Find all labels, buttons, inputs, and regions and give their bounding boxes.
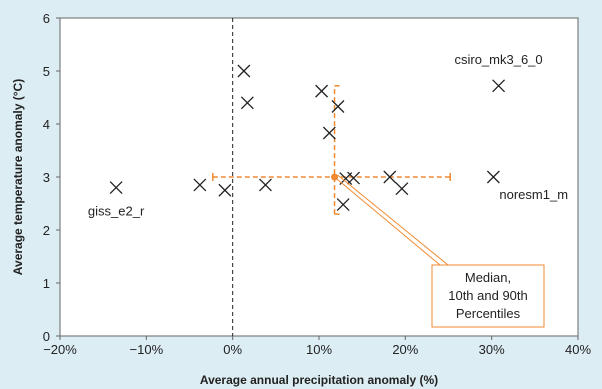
marker-stroke <box>331 100 345 113</box>
annotation-leader-line <box>337 174 449 266</box>
marker-stroke <box>315 84 329 98</box>
y-tick-label: 4 <box>43 117 50 132</box>
data-point-label: noresm1_m <box>499 187 568 202</box>
y-tick-label: 2 <box>43 223 50 238</box>
annotation-line-1: Median, <box>465 270 511 285</box>
marker-stroke <box>486 170 500 184</box>
annotation-line-3: Percentiles <box>456 306 521 321</box>
x-tick-label: 30% <box>479 342 505 357</box>
data-point-marker <box>486 170 500 184</box>
data-points <box>109 64 506 212</box>
marker-stroke <box>240 96 254 110</box>
y-tick-label: 6 <box>43 11 50 26</box>
data-point-marker <box>259 178 272 192</box>
data-point-marker <box>395 182 409 196</box>
x-tick-label: 20% <box>392 342 418 357</box>
data-point-marker <box>218 183 232 197</box>
annotation-box <box>431 264 545 328</box>
data-point-label: csiro_mk3_6_0 <box>454 52 542 67</box>
y-tick-label: 3 <box>43 170 50 185</box>
data-point-marker <box>492 79 506 93</box>
x-tick-label: 10% <box>306 342 332 357</box>
annotation-leader-line <box>334 176 441 266</box>
y-tick-label: 5 <box>43 64 50 79</box>
y-tick-label: 1 <box>43 276 50 291</box>
data-point-marker <box>193 178 207 192</box>
data-point-marker <box>336 198 350 212</box>
data-point-label: giss_e2_r <box>88 204 145 219</box>
data-point-marker <box>322 126 336 140</box>
annotation-line-2: 10th and 90th <box>448 288 528 303</box>
x-tick-label: 40% <box>565 342 591 357</box>
x-axis-title: Average annual precipitation anomaly (%) <box>200 373 438 387</box>
marker-stroke <box>322 126 336 140</box>
y-axis-title: Average temperature anomaly (°C) <box>11 79 25 275</box>
data-point-marker <box>240 96 254 110</box>
median-annotation: Median, 10th and 90th Percentiles <box>334 174 545 328</box>
x-axis-ticks: −20% −10% 0% 10% 20% 30% 40% <box>43 336 591 357</box>
point-labels: giss_e2_r noresm1_m csiro_mk3_6_0 <box>88 52 568 219</box>
data-point-marker <box>383 170 397 184</box>
data-point-marker <box>347 171 360 185</box>
y-axis-ticks: 0 1 2 3 4 5 6 <box>43 11 60 344</box>
marker-stroke <box>395 182 409 196</box>
x-tick-label: −20% <box>43 342 77 357</box>
marker-stroke <box>383 170 397 184</box>
x-tick-label: 0% <box>223 342 242 357</box>
marker-stroke <box>218 183 232 197</box>
marker-stroke <box>259 178 272 192</box>
marker-stroke <box>347 171 360 185</box>
data-point-marker <box>315 84 329 98</box>
data-point-marker <box>331 100 345 113</box>
marker-stroke <box>336 198 350 212</box>
y-tick-label: 0 <box>43 329 50 344</box>
marker-stroke <box>492 79 506 93</box>
data-point-marker <box>237 64 251 78</box>
data-point-marker <box>109 181 123 195</box>
marker-stroke <box>193 178 207 192</box>
marker-stroke <box>109 181 123 195</box>
marker-stroke <box>237 64 251 78</box>
x-tick-label: −10% <box>130 342 164 357</box>
